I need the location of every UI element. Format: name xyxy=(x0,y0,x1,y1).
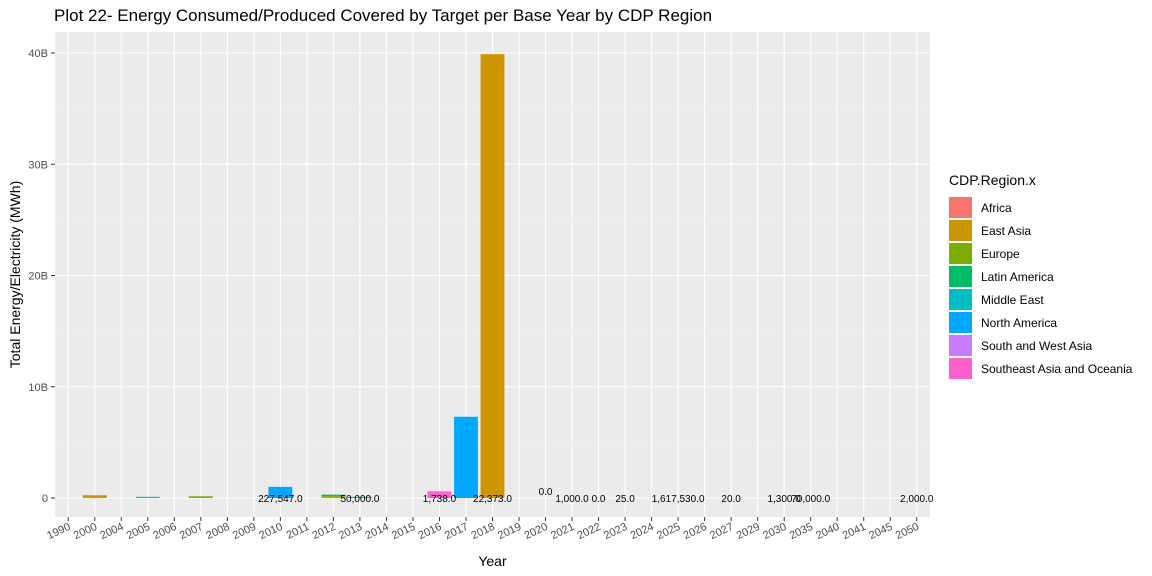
bar-value-label: 50,000.0 xyxy=(340,494,379,505)
x-tick-label: 2022 xyxy=(576,521,603,542)
legend-color-swatch xyxy=(949,289,972,310)
x-tick-label: 2023 xyxy=(602,521,629,542)
x-axis: 1990 2000 2004 2005 2006 2007 2008 2009 2010 2011… xyxy=(45,517,921,542)
x-tick-label: 2011 xyxy=(285,521,312,542)
x-tick-label: 2019 xyxy=(496,521,523,542)
legend-color-swatch xyxy=(949,243,972,264)
bar-value-label: 22,373.0 xyxy=(473,494,512,505)
bar-2018-east-asia xyxy=(480,54,505,499)
bar-labels: 227,547.0 50,000.0 1,738.0 22,373.0 0.01,000… xyxy=(258,487,934,505)
bar-value-label: 70,000.0 xyxy=(791,494,830,505)
legend-color-swatch xyxy=(949,358,972,379)
bar-2005-middle-east xyxy=(135,496,160,498)
x-tick-label: 2007 xyxy=(178,521,205,542)
bar-2010-north-america xyxy=(268,486,293,498)
y-axis: 0 10B 20B 30B 40B xyxy=(28,48,55,505)
x-tick-label: 2026 xyxy=(682,521,709,542)
x-tick-label: 2017 xyxy=(443,521,470,542)
bar-value-label: 25.0 xyxy=(615,494,635,505)
legend-color-swatch xyxy=(949,312,972,333)
x-tick-label: 2030 xyxy=(761,521,788,542)
x-tick-label: 2027 xyxy=(708,521,735,542)
x-tick-label: 2010 xyxy=(257,521,284,542)
x-tick-label: 2021 xyxy=(549,521,576,542)
y-tick-label: 30B xyxy=(28,159,48,171)
bar-2013-middle-east xyxy=(347,496,372,498)
bar-2000-east-asia xyxy=(82,495,107,498)
x-tick-label: 2005 xyxy=(125,521,152,542)
x-tick-label: 2018 xyxy=(470,521,497,542)
x-tick-label: 2008 xyxy=(204,521,231,542)
legend-item-latin-america: Latin America xyxy=(949,265,1132,288)
bar-value-label: 2,000.0 xyxy=(900,494,934,505)
x-tick-label: 2009 xyxy=(231,521,258,542)
y-tick-label: 40B xyxy=(28,48,48,60)
legend-label: Southeast Asia and Oceania xyxy=(981,361,1133,376)
bar-value-label: 1,000.0 xyxy=(555,494,589,505)
x-tick-label: 2035 xyxy=(788,521,815,542)
y-tick-label: 0 xyxy=(42,493,48,505)
bar-2012-europe xyxy=(321,495,346,497)
x-tick-label: 2025 xyxy=(655,521,682,542)
bar-value-label: 1,738.0 xyxy=(423,494,457,505)
y-tick-label: 10B xyxy=(28,382,48,394)
y-tick-label: 20B xyxy=(28,271,48,283)
legend-title: CDP.Region.x xyxy=(949,172,1036,188)
bar-value-label: 0.0 xyxy=(539,487,553,498)
bars xyxy=(82,54,505,499)
legend-color-swatch xyxy=(949,335,972,356)
legend-item-middle-east: Middle East xyxy=(949,288,1132,311)
legend-item-africa: Africa xyxy=(949,196,1132,219)
x-tick-label: 2015 xyxy=(390,521,417,542)
x-tick-label: 2012 xyxy=(310,521,337,542)
bar-2007-europe xyxy=(188,496,213,498)
x-tick-label: 2050 xyxy=(894,521,921,542)
x-tick-label: 2040 xyxy=(814,521,841,542)
x-tick-label: 2016 xyxy=(416,521,443,542)
legend-label: North America xyxy=(981,315,1058,330)
legend-label: South and West Asia xyxy=(981,338,1093,353)
legend-label: Europe xyxy=(981,246,1020,261)
x-tick-label: 2024 xyxy=(629,521,656,542)
x-tick-label: 2000 xyxy=(72,521,99,542)
legend-label: Middle East xyxy=(981,292,1044,307)
legend-items: Africa East Asia Europe Latin America Middle… xyxy=(949,196,1132,380)
bar-2012-latin-america xyxy=(321,494,346,496)
x-tick-label: 1990 xyxy=(45,521,72,542)
chart-title: Plot 22- Energy Consumed/Produced Covere… xyxy=(54,6,713,25)
legend-color-swatch xyxy=(949,266,972,287)
legend-label: East Asia xyxy=(981,223,1032,238)
y-axis-title: Total Energy/Electricity (MWh) xyxy=(7,181,23,368)
legend-item-south-and-west-asia: South and West Asia xyxy=(949,334,1132,357)
x-tick-label: 2006 xyxy=(151,521,178,542)
bar-value-label: 0.0 xyxy=(592,494,606,505)
legend-item-southeast-asia-and-oceania: Southeast Asia and Oceania xyxy=(949,357,1132,380)
bar-value-label: 1,300.0 xyxy=(767,494,801,505)
x-tick-label: 2014 xyxy=(363,521,390,542)
bar-value-label: 1,617,530.0 xyxy=(652,494,705,505)
bar-value-label: 227,547.0 xyxy=(258,494,303,505)
x-tick-label: 2041 xyxy=(841,521,868,542)
legend-label: Latin America xyxy=(981,269,1054,284)
legend-color-swatch xyxy=(949,197,972,218)
bar-2016-southeast-asia-and-oceania xyxy=(427,491,452,498)
x-tick-label: 2013 xyxy=(337,521,364,542)
legend: CDP.Region.x Africa East Asia Europe Latin … xyxy=(949,172,1132,380)
x-axis-title: Year xyxy=(478,553,507,569)
legend-color-swatch xyxy=(949,220,972,241)
x-tick-label: 2004 xyxy=(98,521,125,542)
x-tick-label: 2045 xyxy=(867,521,894,542)
x-tick-label: 2029 xyxy=(735,521,762,542)
legend-item-east-asia: East Asia xyxy=(949,219,1132,242)
legend-label: Africa xyxy=(981,200,1012,215)
x-tick-label: 2020 xyxy=(523,521,550,542)
legend-item-europe: Europe xyxy=(949,242,1132,265)
legend-item-north-america: North America xyxy=(949,311,1132,334)
bar-2017-north-america xyxy=(454,416,478,498)
bar-2012-east-asia xyxy=(321,496,346,498)
bar-value-label: 20.0 xyxy=(721,494,741,505)
